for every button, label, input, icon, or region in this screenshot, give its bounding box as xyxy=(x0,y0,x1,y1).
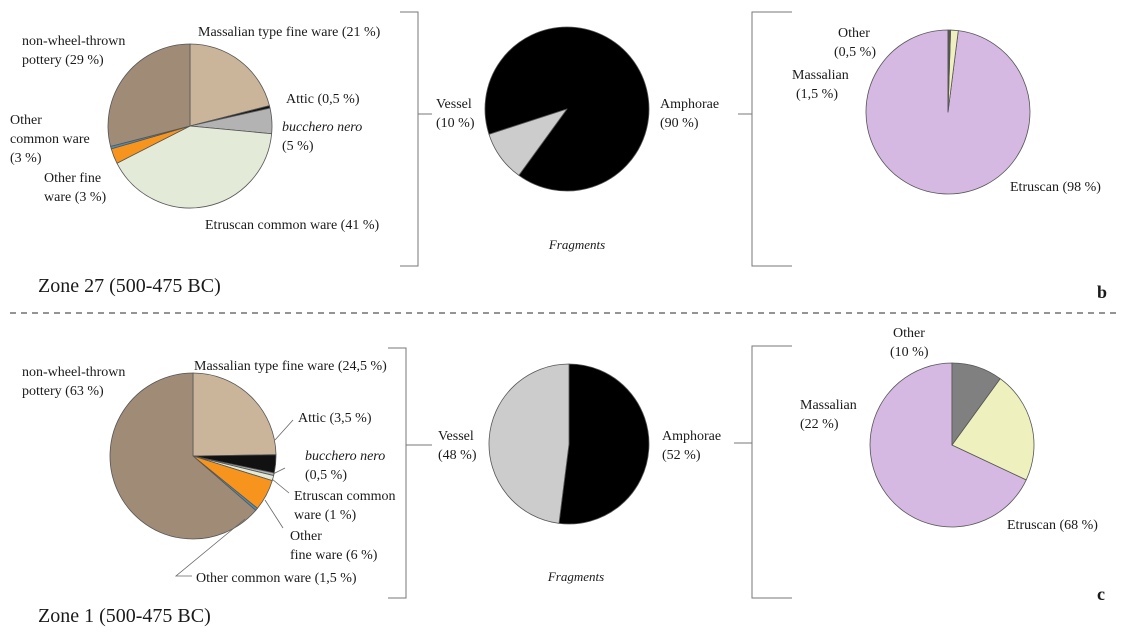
pie-b-amphorae xyxy=(866,30,1030,194)
label-b-other-1: Other xyxy=(838,26,870,41)
pie-slice-c-fragments-1 xyxy=(489,364,569,523)
label-c-non-wheel-thrown-2: pottery (63 %) xyxy=(22,384,104,399)
bracket-c-right xyxy=(752,346,792,598)
label-b-bucchero-2: (5 %) xyxy=(282,139,314,154)
leader-c-other-fine xyxy=(265,500,283,528)
bracket-b-right xyxy=(752,12,792,266)
bracket-c-left xyxy=(388,348,406,598)
label-c-massalian-1: Massalian xyxy=(800,398,857,413)
label-b-non-wheel-thrown-1: non-wheel-thrown xyxy=(22,34,125,49)
label-c-other-common-ware: Other common ware (1,5 %) xyxy=(196,571,357,586)
label-c-bucchero-1: bucchero nero xyxy=(305,449,385,464)
label-c-etruscan-common-ware-1: Etruscan common xyxy=(294,489,395,504)
panel-b: Massalian type fine ware (21 %) non-whee… xyxy=(10,12,1107,302)
label-c-amphorae-2: (52 %) xyxy=(662,448,701,463)
panel-c: Massalian type fine ware (24,5 %) non-wh… xyxy=(22,326,1105,627)
label-b-attic: Attic (0,5 %) xyxy=(286,92,360,107)
label-c-bucchero-2: (0,5 %) xyxy=(305,468,347,483)
label-c-massalian-2: (22 %) xyxy=(800,417,839,432)
label-b-vessel-2: (10 %) xyxy=(436,116,475,131)
label-b-other-2: (0,5 %) xyxy=(834,45,876,60)
label-c-etruscan: Etruscan (68 %) xyxy=(1007,518,1098,533)
pie-c-amphorae xyxy=(870,363,1034,527)
label-b-massalian-type-fine-ware: Massalian type fine ware (21 %) xyxy=(198,25,381,40)
pie-slice-c-fragments-0 xyxy=(559,364,649,524)
label-b-non-wheel-thrown-2: pottery (29 %) xyxy=(22,53,104,68)
pie-b-wares xyxy=(108,44,272,208)
pie-c-wares xyxy=(110,373,276,539)
label-b-bucchero-1: bucchero nero xyxy=(282,120,362,135)
label-b-amphorae-1: Amphorae xyxy=(660,97,719,112)
label-c-etruscan-common-ware-2: ware (1 %) xyxy=(294,508,357,523)
label-b-amphorae-2: (90 %) xyxy=(660,116,699,131)
label-b-other-fine-ware-1: Other fine xyxy=(44,171,101,186)
label-c-non-wheel-thrown-1: non-wheel-thrown xyxy=(22,365,125,380)
zone-title-b: Zone 27 (500-475 BC) xyxy=(38,275,221,297)
label-c-massalian-type-fine-ware: Massalian type fine ware (24,5 %) xyxy=(194,359,387,374)
caption-b-fragments: Fragments xyxy=(548,237,605,252)
label-c-amphorae-1: Amphorae xyxy=(662,429,721,444)
label-c-other-fine-ware-1: Other xyxy=(290,529,322,544)
label-b-other-common-ware-3: (3 %) xyxy=(10,151,42,166)
label-c-vessel-1: Vessel xyxy=(438,429,474,444)
label-b-massalian-1: Massalian xyxy=(792,68,849,83)
label-b-massalian-2: (1,5 %) xyxy=(796,87,838,102)
label-b-other-common-ware-1: Other xyxy=(10,113,42,128)
label-c-vessel-2: (48 %) xyxy=(438,448,477,463)
label-c-attic: Attic (3,5 %) xyxy=(298,411,372,426)
label-b-etruscan: Etruscan (98 %) xyxy=(1010,180,1101,195)
label-b-other-common-ware-2: common ware xyxy=(10,132,90,147)
panel-letter-c: c xyxy=(1097,584,1105,604)
leader-c-etruscan-common xyxy=(272,479,289,493)
label-c-other-fine-ware-2: fine ware (6 %) xyxy=(290,548,378,563)
pie-c-fragments xyxy=(489,364,649,524)
label-c-other-2: (10 %) xyxy=(890,345,929,360)
pie-b-fragments xyxy=(485,27,649,191)
bracket-b-left xyxy=(400,12,418,266)
zone-title-c: Zone 1 (500-475 BC) xyxy=(38,605,211,627)
pie-slice-c-wares-0 xyxy=(193,373,276,456)
label-b-vessel-1: Vessel xyxy=(436,97,472,112)
label-b-etruscan-common-ware: Etruscan common ware (41 %) xyxy=(205,218,379,233)
label-c-other-1: Other xyxy=(893,326,925,341)
leader-c-attic xyxy=(275,420,293,440)
panel-letter-b: b xyxy=(1097,282,1107,302)
label-b-other-fine-ware-2: ware (3 %) xyxy=(44,190,107,205)
caption-c-fragments: Fragments xyxy=(547,569,604,584)
